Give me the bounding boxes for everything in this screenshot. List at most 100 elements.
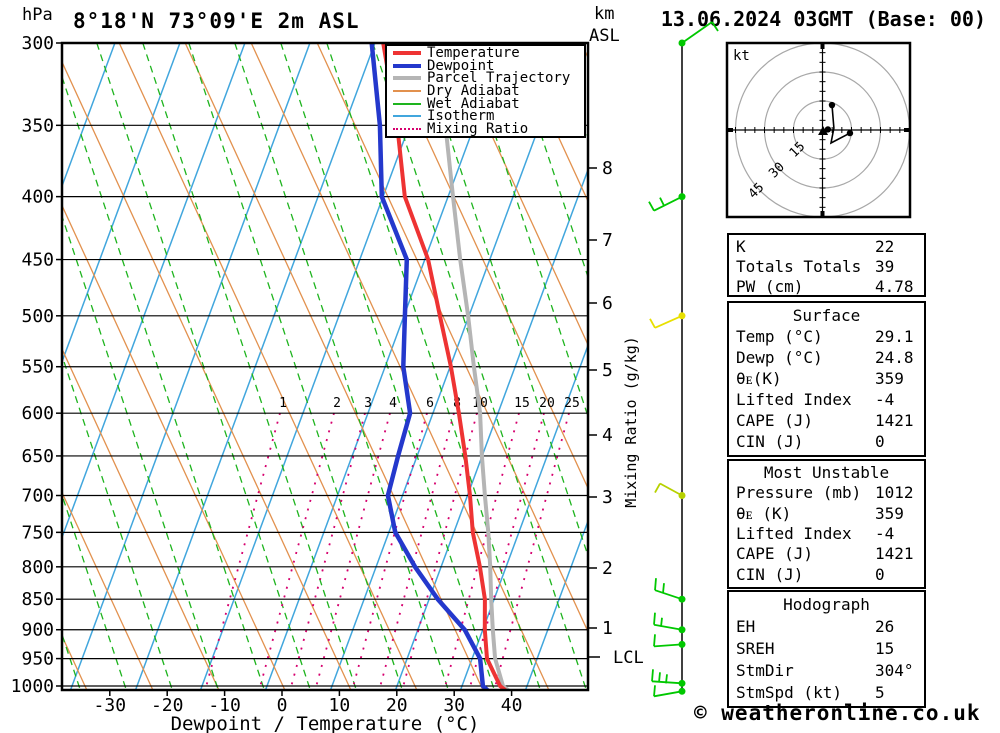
hodograph-trace-dot (828, 101, 836, 109)
temperature-tick-label: -30 (94, 695, 127, 716)
table-row-label: Lifted Index (736, 390, 852, 410)
wind-barb-segment (651, 669, 654, 682)
wind-barb (654, 578, 686, 603)
table-row: CIN (J) 0 (729, 432, 924, 452)
hodograph-ring-label: 30 (766, 160, 788, 182)
lcl-label: LCL (613, 648, 644, 668)
dry-adiabat-line (580, 43, 588, 60)
table-row: θᴇ(K) 359 (729, 369, 924, 389)
legend-label: Dewpoint (427, 57, 495, 74)
pressure-tick-label: 400 (21, 187, 54, 208)
table-row-label: EH (736, 617, 756, 636)
mixing-ratio-value-label: 20 (539, 396, 555, 411)
table-row-value: 26 (875, 617, 895, 636)
pressure-tick-label: 650 (21, 446, 54, 467)
hodograph-unit-label: kt (733, 48, 750, 64)
pressure-tick-label: 550 (21, 357, 54, 378)
isotherm-line (62, 43, 116, 189)
legend-swatch-mixing-ratio (393, 127, 421, 130)
wind-barb-dot (678, 640, 686, 648)
table-row: Totals Totals 39 (729, 257, 924, 277)
wind-barb-dot (678, 626, 686, 634)
wind-barb-segment (654, 483, 661, 493)
table-row: CAPE (J) 1421 (729, 411, 924, 431)
km-tick-label: 4 (602, 425, 613, 446)
temperature-tick-label: 10 (329, 695, 351, 716)
mixing-ratio-value-label: 4 (389, 396, 397, 411)
table-row-value: 0 (875, 432, 885, 452)
table-row-label: Temp (°C) (736, 326, 823, 346)
legend-swatch-dry-adiabat (393, 89, 421, 92)
hodograph-edge-notch (726, 128, 733, 132)
pressure-tick-label: 700 (21, 486, 54, 507)
pressure-tick-label: 300 (21, 33, 54, 54)
legend-label: Mixing Ratio (427, 120, 529, 137)
hodograph-edge-notch (820, 211, 825, 218)
wind-barb-dot (678, 39, 686, 47)
wind-barb-segment (654, 578, 657, 591)
background-grid: 1 2 3 4 6 8 10 15 20 25 (62, 43, 830, 690)
table-row-label: Lifted Index (736, 524, 852, 544)
table-row-label: θᴇ (K) (736, 503, 792, 523)
wind-barb-segment (653, 634, 656, 647)
table-row-value: 15 (875, 639, 895, 658)
table-row-label: Totals Totals (736, 257, 862, 276)
wind-barb (653, 634, 686, 648)
table-row: CAPE (J) 1421 (729, 544, 924, 564)
temperature-axis-label: Dewpoint / Temperature (°C) (171, 713, 480, 733)
legend-label: Dry Adiabat (427, 82, 520, 99)
wind-barb-segment (653, 623, 683, 631)
wind-barb-segment (658, 672, 661, 683)
table-row: K 22 (729, 237, 924, 257)
hodograph-trace-dot (824, 126, 832, 133)
table-row: PW (cm) 4.78 (729, 277, 924, 297)
wet-adiabat-line (62, 493, 127, 690)
table-row-value: 1421 (875, 411, 914, 431)
table-title: Hodograph (783, 595, 870, 614)
km-tick-label: 6 (602, 293, 613, 314)
pressure-tick-label: 350 (21, 115, 54, 136)
km-tick-label: 1 (602, 618, 613, 639)
wind-barb-segment (659, 482, 683, 497)
table-row-label: K (736, 237, 746, 256)
legend-item: Temperature (393, 45, 584, 62)
mixing-ratio-value-label: 6 (426, 396, 434, 411)
table-row-value: 4.78 (875, 277, 914, 296)
mixing-ratio-value-label: 1 (279, 396, 287, 411)
stats-table-most-unstable: Most Unstable Pressure (mb) 1012 θᴇ (K) 359 L… (727, 459, 926, 589)
wind-barb-dot (678, 679, 686, 687)
pressure-tick-label: 950 (21, 649, 54, 670)
table-row-value: 359 (875, 503, 904, 523)
wind-barb-dot (678, 492, 686, 500)
wind-barb-dot (678, 193, 686, 201)
table-title: Most Unstable (763, 463, 890, 483)
mixing-ratio-value-label: 25 (564, 396, 580, 411)
temperature-tick-label: -10 (208, 695, 241, 716)
dry-adiabat-line (62, 490, 154, 690)
table-row-value: 29.1 (875, 326, 914, 346)
table-row-value: 0 (875, 564, 885, 584)
table-row: SREH 15 (729, 639, 924, 659)
dry-adiabat-line (448, 43, 588, 347)
legend-label: Temperature (427, 45, 520, 62)
temperature-tick-label: 0 (277, 695, 288, 716)
hodograph-trace (829, 105, 851, 145)
isotherm-line (591, 43, 830, 690)
table-row: Lifted Index -4 (729, 390, 924, 410)
table-row-value: -4 (875, 390, 895, 410)
table-row-value: 5 (875, 683, 885, 702)
wind-barb-segment (649, 318, 656, 329)
wind-barb (654, 482, 686, 500)
table-row-value: 1421 (875, 544, 914, 564)
hodograph-edge-notch (820, 42, 825, 49)
temperature-tick-label: -20 (151, 695, 184, 716)
table-row-value: 1012 (875, 483, 914, 503)
table-row-value: 359 (875, 368, 904, 388)
table-row-label: CAPE (J) (736, 544, 814, 564)
wind-barb (648, 193, 686, 212)
wind-barb-segment (711, 21, 719, 32)
hodograph-edge-notch (904, 128, 911, 132)
